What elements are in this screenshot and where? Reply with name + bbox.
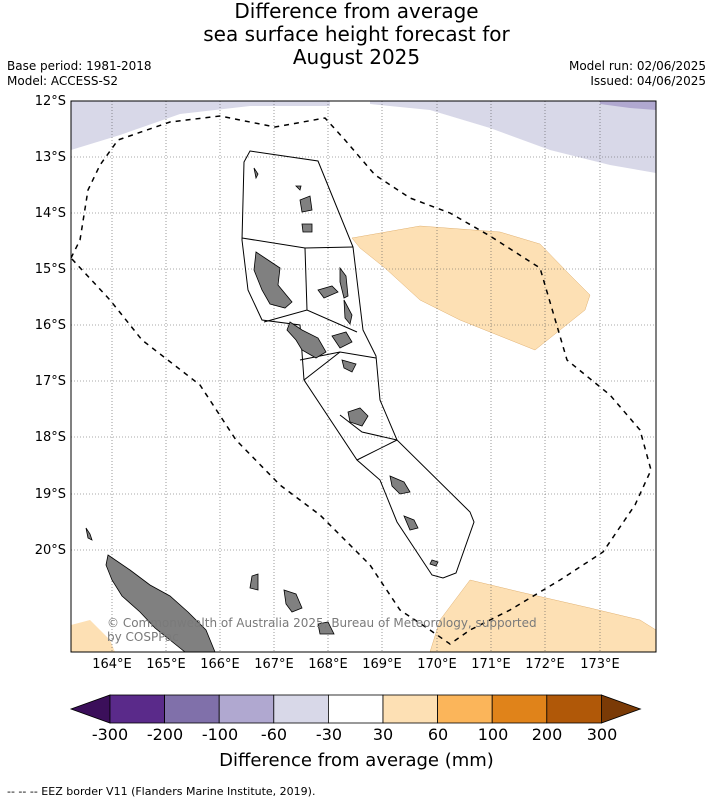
island-banks-2: [301, 223, 313, 233]
legend-cell: [546, 694, 602, 724]
island-espiritu-santo: [253, 251, 293, 309]
lon-label: 173°E: [580, 657, 620, 672]
negative-anomaly-region-east: [370, 101, 656, 173]
legend-label: 300: [586, 725, 618, 744]
island-belep: [85, 527, 93, 541]
eez-boundary: [71, 115, 652, 645]
map-title: Difference from average sea surface heig…: [0, 0, 713, 69]
lon-label: 169°E: [362, 657, 402, 672]
legend-cell: [109, 694, 165, 724]
copyright-notice: © Commonwealth of Australia 2025, Bureau…: [107, 616, 537, 644]
title-line-3: August 2025: [292, 45, 421, 69]
negative-anomaly-region: [71, 101, 330, 150]
lat-label: 20°S: [34, 543, 66, 558]
province-boundaries: [241, 150, 475, 579]
legend-label: -100: [201, 725, 239, 744]
lon-label: 167°E: [254, 657, 294, 672]
legend-cell-under: [69, 694, 111, 724]
island-tanna: [403, 515, 419, 531]
lon-label: 165°E: [146, 657, 186, 672]
legend-label: -200: [146, 725, 184, 744]
map-border: [70, 100, 657, 653]
lon-label: 166°E: [200, 657, 240, 672]
island-new-caledonia: [105, 554, 216, 652]
legend-cell-over: [601, 694, 642, 724]
island-efate: [347, 407, 369, 427]
island-loyalty-3: [249, 573, 259, 591]
copyright-line-1: © Commonwealth of Australia 2025, Bureau…: [107, 616, 537, 630]
island-small-1: [295, 185, 302, 191]
lon-label: 168°E: [308, 657, 348, 672]
meta-right: Model run: 02/06/2025 Issued: 04/06/2025: [569, 59, 706, 89]
legend-label: -60: [260, 725, 288, 744]
legend-colorbar: [69, 694, 642, 724]
island-torres: [253, 167, 259, 180]
negative-anomaly-strong: [600, 101, 656, 110]
legend-title: Difference from average (mm): [219, 750, 494, 771]
island-banks-1: [299, 195, 313, 213]
lon-label: 164°E: [92, 657, 132, 672]
legend-label: 100: [477, 725, 509, 744]
legend-cell: [164, 694, 220, 724]
island-aneityum: [429, 559, 439, 567]
issued-date: Issued: 04/06/2025: [590, 74, 706, 88]
positive-anomaly-region: [351, 225, 591, 351]
lat-label: 18°S: [34, 430, 66, 445]
lat-label: 12°S: [34, 94, 66, 109]
copyright-line-2: by COSPPac: [107, 630, 179, 644]
legend-cell: [218, 694, 275, 724]
island-loyalty-1: [283, 589, 303, 613]
title-line-1: Difference from average: [234, 0, 479, 23]
model-run: Model run: 02/06/2025: [568, 59, 706, 73]
title-line-2: sea surface height forecast for: [203, 22, 510, 46]
legend-cell: [437, 694, 493, 724]
legend-cell: [273, 694, 329, 724]
lat-label: 19°S: [34, 487, 66, 502]
legend-label: 200: [531, 725, 563, 744]
legend-cell: [382, 694, 438, 724]
legend-label: 30: [372, 725, 394, 744]
legend-label: -300: [91, 725, 129, 744]
eez-footnote: -- -- -- EEZ border V11 (Flanders Marine…: [7, 785, 316, 798]
lat-label: 14°S: [34, 206, 66, 221]
island-ambrym: [331, 331, 353, 349]
lon-label: 172°E: [525, 657, 565, 672]
lat-label: 13°S: [34, 150, 66, 165]
island-pentecost: [339, 266, 349, 299]
legend-cell: [327, 694, 384, 724]
legend-label: 60: [427, 725, 449, 744]
lon-label: 170°E: [417, 657, 457, 672]
legend-cell: [491, 694, 548, 724]
island-loyalty-2: [317, 621, 335, 635]
lat-label: 15°S: [34, 262, 66, 277]
lon-label: 171°E: [471, 657, 511, 672]
island-epi: [341, 359, 357, 373]
island-malekula: [286, 321, 327, 359]
positive-anomaly-sw: [71, 620, 115, 652]
lat-label: 17°S: [34, 374, 66, 389]
island-erromango: [389, 475, 411, 495]
base-period: Base period: 1981-2018: [7, 59, 152, 73]
islands: [85, 167, 439, 652]
legend-label: -30: [315, 725, 343, 744]
island-ambae: [317, 285, 339, 299]
meta-left: Base period: 1981-2018 Model: ACCESS-S2: [7, 59, 152, 89]
island-maewo: [343, 299, 353, 325]
positive-anomaly-south: [429, 579, 656, 652]
lat-label: 16°S: [34, 318, 66, 333]
model-name: Model: ACCESS-S2: [7, 74, 119, 88]
